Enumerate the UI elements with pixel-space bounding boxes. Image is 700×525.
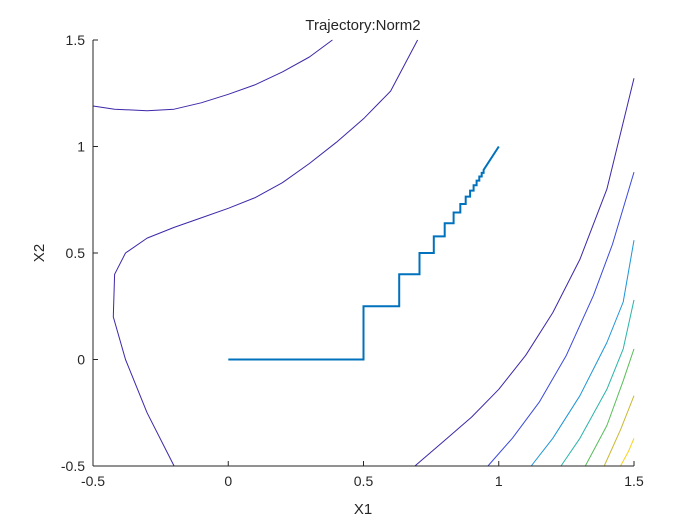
contour-line-8 bbox=[603, 395, 635, 467]
contour-line-3 bbox=[414, 78, 635, 467]
y-tick-label: 0.5 bbox=[66, 245, 86, 261]
y-ticks: -0.5 0 0.5 1 1.5 bbox=[61, 32, 98, 474]
contour-line-5 bbox=[530, 240, 635, 467]
trajectory-line bbox=[228, 145, 500, 361]
x-tick-label: 0 bbox=[224, 473, 232, 489]
contour-line-2 bbox=[112, 39, 419, 467]
contour-line-9 bbox=[620, 438, 635, 467]
contour-line-4 bbox=[487, 171, 635, 467]
contour-lines bbox=[92, 39, 635, 467]
contour-line-1 bbox=[92, 39, 333, 112]
trajectory-series bbox=[228, 145, 500, 361]
y-tick-label: 1 bbox=[77, 139, 85, 155]
y-tick-label: -0.5 bbox=[61, 458, 85, 474]
contour-line-6 bbox=[560, 299, 635, 467]
x-axis-label: X1 bbox=[354, 501, 372, 518]
x-tick-label: -0.5 bbox=[81, 473, 105, 489]
chart-title: Trajectory:Norm2 bbox=[305, 17, 420, 34]
x-tick-label: 1 bbox=[495, 473, 503, 489]
y-tick-label: 1.5 bbox=[66, 32, 86, 48]
plot-area bbox=[93, 40, 634, 466]
x-tick-label: 1.5 bbox=[624, 473, 644, 489]
x-tick-label: 0.5 bbox=[354, 473, 374, 489]
y-tick-label: 0 bbox=[77, 352, 85, 368]
contour-line-7 bbox=[584, 348, 635, 467]
x-ticks: -0.5 0 0.5 1 1.5 bbox=[81, 461, 644, 489]
y-axis-label: X2 bbox=[31, 244, 48, 262]
